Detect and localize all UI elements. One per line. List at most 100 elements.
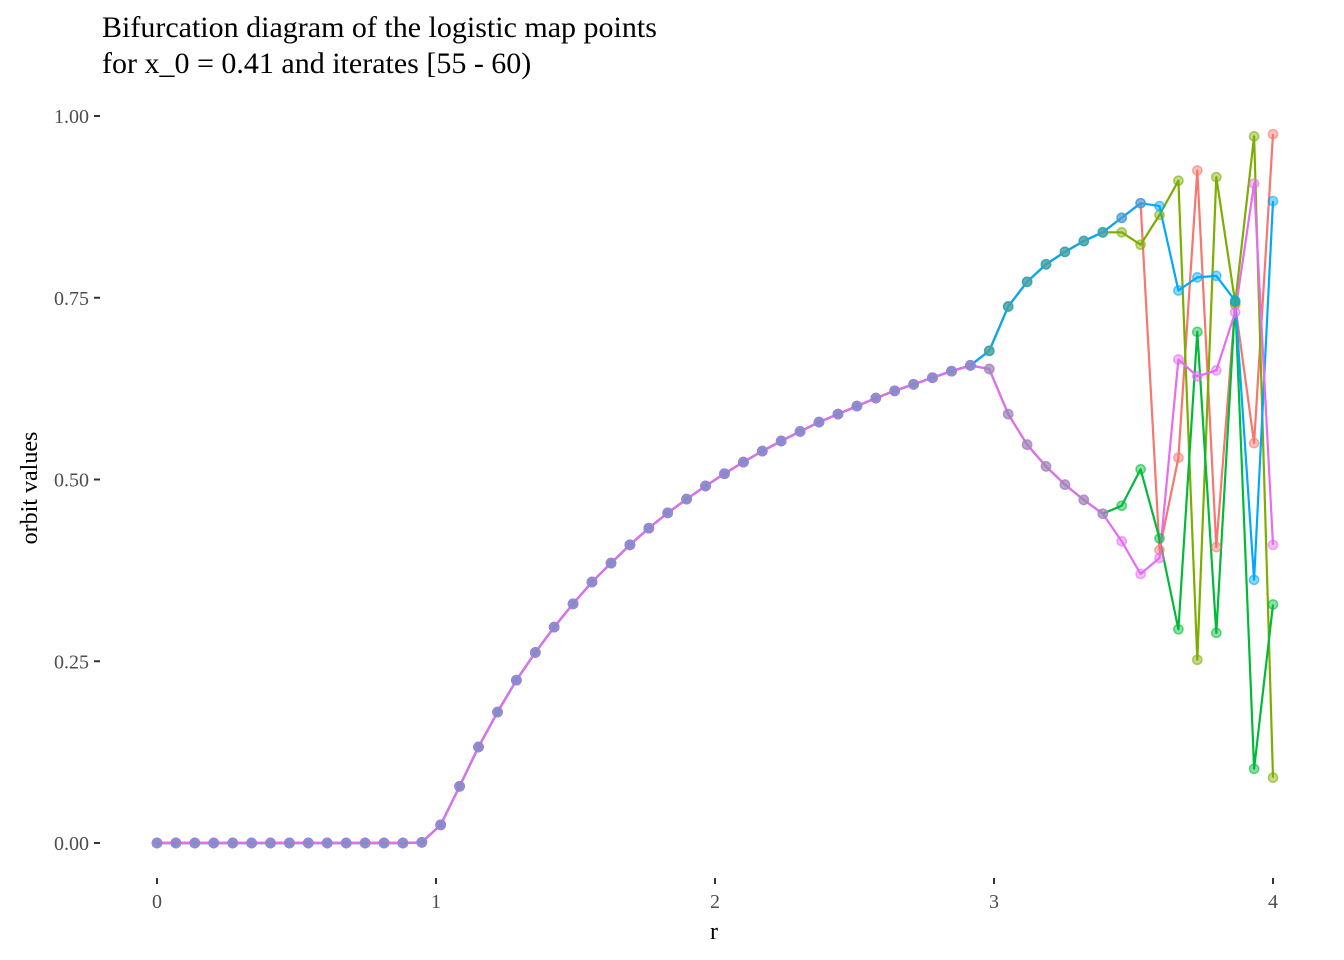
data-point [643,522,655,534]
data-point [1229,306,1241,318]
data-point [832,408,844,420]
series-line-3 [157,300,1275,845]
data-point [1040,461,1052,472]
data-point [965,360,976,371]
data-point [492,706,503,718]
data-point [1040,258,1052,270]
data-point [1191,272,1203,283]
data-point [908,378,919,390]
data-point [870,392,882,404]
data-point [1059,479,1071,490]
series-line-2 [157,135,1275,845]
data-point [1116,500,1128,512]
data-point [359,837,371,849]
data-point [681,493,692,505]
data-point [1210,270,1222,282]
data-point [1078,494,1090,506]
data-point [340,837,352,849]
data-point [700,480,711,492]
data-point [1248,178,1260,189]
data-point [1210,365,1222,376]
data-point [1267,539,1279,551]
data-point [1248,131,1260,142]
data-point [321,837,333,849]
y-tick-label: 0.00 [54,833,89,855]
data-point [1248,574,1260,586]
data-point [567,598,579,610]
data-point [738,456,749,468]
data-point [1173,452,1184,464]
data-point [756,445,768,457]
data-point [1021,276,1033,288]
data-point [302,837,314,849]
y-axis-title: orbit values [17,432,43,545]
x-tick-label: 0 [152,891,162,913]
data-point [416,836,428,848]
data-point [246,837,257,849]
data-point [794,426,806,437]
data-point [529,647,541,658]
data-point [1116,212,1128,224]
data-point [624,539,636,551]
data-point [1191,326,1203,338]
data-point [1154,200,1165,212]
data-point [813,416,825,428]
chart-title: Bifurcation diagram of the logistic map … [102,10,657,82]
data-point [189,837,201,849]
data-point [284,837,295,849]
data-point [1154,544,1165,556]
data-point [983,363,995,375]
data-point [1173,175,1184,187]
data-point [1002,301,1014,312]
data-point [1248,437,1260,449]
x-tick-label: 3 [989,891,999,913]
data-point [435,819,447,831]
data-point [1173,354,1184,365]
data-point [1191,165,1203,176]
series-line-5 [157,182,1275,845]
data-point [889,385,901,397]
data-point [1135,568,1146,580]
data-point [208,837,220,849]
data-point [511,674,522,686]
data-point [1135,197,1146,209]
chart-title-line-2: for x_0 = 0.41 and iterates [55 - 60) [102,47,532,80]
data-point [1229,295,1241,307]
series-line-1 [157,134,1275,845]
series-points-4 [151,195,1279,849]
data-point [1021,439,1033,450]
data-point [1191,370,1203,382]
data-point [1248,763,1260,775]
data-point [1191,654,1203,666]
series-points-3 [151,296,1279,849]
y-tick-label: 1.00 [54,106,89,128]
series-line-4 [157,201,1275,845]
x-tick-label: 2 [710,891,720,913]
y-tick-label: 0.25 [54,651,89,673]
data-point [1097,226,1109,238]
data-point [378,837,390,849]
series-points-1 [151,128,1279,849]
data-point [983,345,995,357]
data-point [1135,463,1146,475]
data-point [1210,627,1222,639]
data-point [586,576,598,588]
series-points-2 [151,131,1279,849]
y-tick-label: 0.75 [54,288,89,310]
data-point [775,435,787,447]
data-point [227,837,239,849]
plot-area [151,128,1279,849]
data-point [1267,195,1279,207]
data-point [151,837,163,849]
data-point [1210,171,1222,183]
data-point [927,372,938,384]
chart-title-line-1: Bifurcation diagram of the logistic map … [102,11,657,44]
x-axis-title: r [710,919,718,945]
data-point [851,400,863,412]
data-point [397,837,409,849]
data-point [1078,235,1090,247]
data-point [1267,599,1279,610]
data-point [265,837,276,849]
data-point [946,365,957,377]
